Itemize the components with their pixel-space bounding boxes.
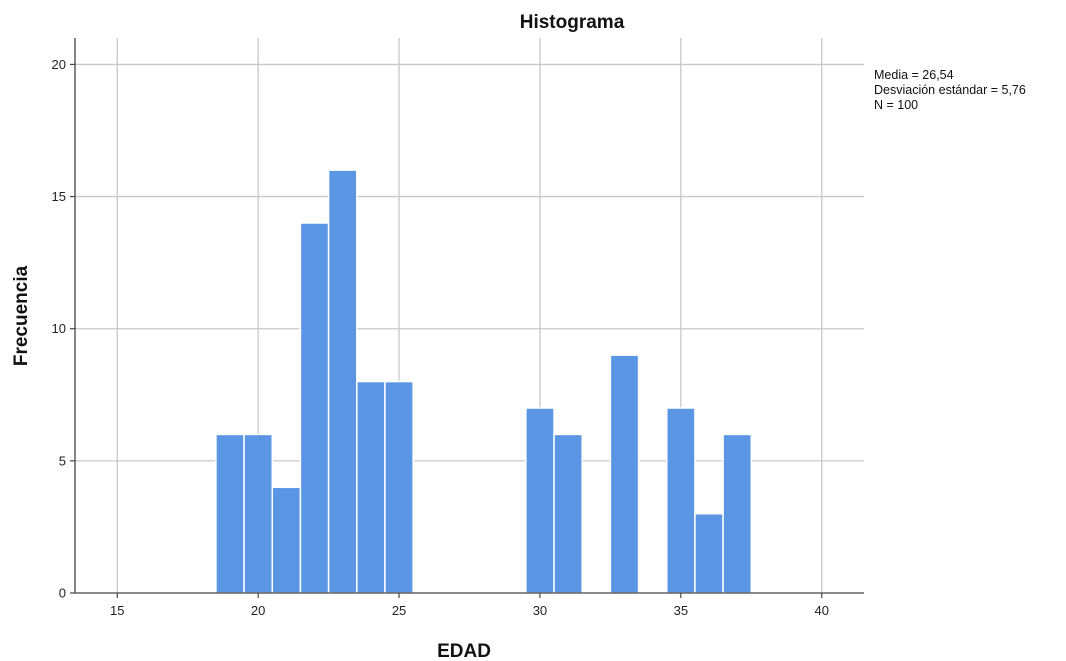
histogram-bar [553, 433, 583, 594]
histogram-bar [215, 433, 245, 594]
grid-lines [75, 38, 864, 593]
x-tick-label: 35 [674, 603, 688, 618]
y-axis-title: Frecuencia [11, 265, 32, 366]
histogram-bar [271, 486, 302, 594]
y-tick-label: 0 [59, 586, 66, 601]
x-tick-label: 20 [251, 603, 265, 618]
stat-mean: Media = 26,54 [874, 68, 954, 82]
stats-legend: Media = 26,54 Desviación estándar = 5,76… [874, 68, 1026, 112]
tick-labels: 15 20 25 30 35 40 0 5 10 15 20 [52, 57, 829, 618]
histogram-bar [299, 222, 330, 594]
histogram-bar [525, 407, 555, 594]
histogram-bar [384, 380, 414, 594]
histogram-bar [694, 512, 724, 594]
histogram-bars [215, 169, 753, 594]
y-tick-label: 20 [52, 57, 66, 72]
histogram-bar [722, 433, 753, 594]
x-tick-label: 30 [533, 603, 547, 618]
histogram-bar [666, 407, 696, 594]
histogram-bar [609, 354, 640, 594]
histogram-bar [327, 169, 358, 594]
x-tick-label: 40 [814, 603, 828, 618]
axes [70, 38, 864, 598]
stat-n: N = 100 [874, 98, 918, 112]
y-tick-label: 5 [59, 453, 66, 468]
x-axis-title: EDAD [437, 641, 491, 661]
y-tick-label: 15 [52, 189, 66, 204]
chart-title: Histograma [520, 12, 625, 33]
histogram-bar [243, 433, 273, 594]
x-tick-label: 25 [392, 603, 406, 618]
histogram-bar [356, 380, 386, 594]
x-tick-label: 15 [110, 603, 124, 618]
stat-std-dev: Desviación estándar = 5,76 [874, 83, 1026, 97]
y-tick-label: 10 [52, 321, 66, 336]
